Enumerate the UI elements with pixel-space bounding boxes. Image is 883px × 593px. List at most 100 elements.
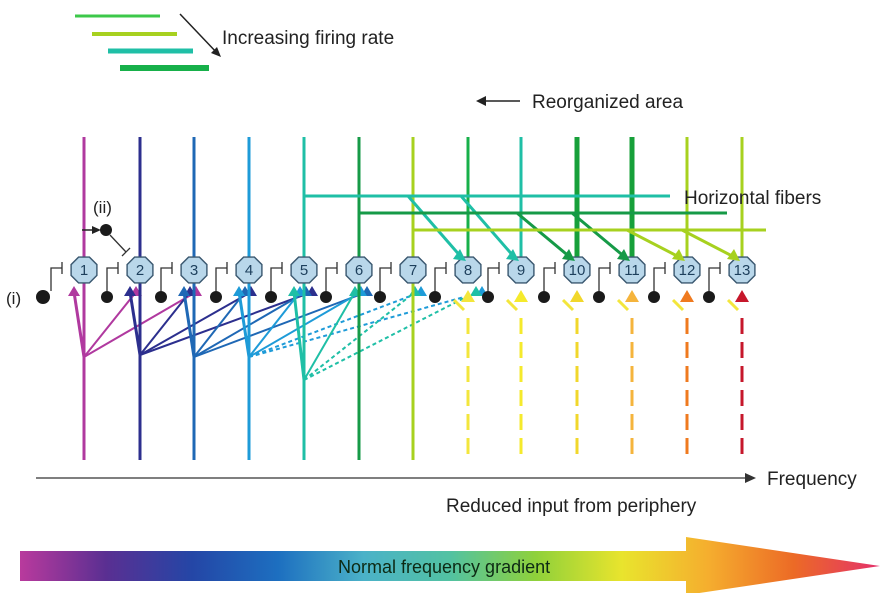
neuron-node <box>563 256 591 284</box>
frequency-axis-arrowhead-icon <box>745 473 756 483</box>
neuron-number: 11 <box>624 262 640 279</box>
input-arrowhead-icon <box>124 286 136 296</box>
input-arrowhead-icon <box>680 290 694 302</box>
branch-arrowhead-icon <box>727 249 740 261</box>
input-fiber <box>248 291 301 358</box>
inhibitory-synapse <box>434 262 447 291</box>
neuron-column: 13 <box>703 137 756 460</box>
neuron-node <box>618 256 646 284</box>
branch-arrowhead-icon <box>672 249 685 261</box>
marker-i-label: (i) <box>6 289 21 308</box>
neuron-number: 9 <box>517 262 525 279</box>
interneuron-dot <box>538 291 550 303</box>
neuron-number: 3 <box>190 262 198 279</box>
neuron-number: 6 <box>355 262 363 279</box>
neuron-node <box>399 256 427 284</box>
neuron-column: 1 <box>50 137 98 460</box>
input-arrowhead-icon <box>178 286 190 296</box>
branch-arrowhead-icon <box>562 249 575 261</box>
neuron-column: 9 <box>482 137 535 460</box>
input-fiber <box>292 291 306 381</box>
interneuron-dot <box>482 291 494 303</box>
frequency-label: Frequency <box>767 469 857 490</box>
interneuron-dot <box>593 291 605 303</box>
horizontal-branch <box>406 195 464 259</box>
inhibitory-synapse <box>325 262 338 291</box>
neuron-number: 5 <box>300 262 308 279</box>
neuron-node <box>290 256 318 284</box>
interneuron-dot <box>101 291 113 303</box>
inhibitory-synapse <box>379 262 392 291</box>
neuron-node <box>454 256 482 284</box>
reorganized-area-label: Reorganized area <box>532 92 683 113</box>
input-arrowhead-icon <box>68 286 80 296</box>
right-arrowhead-icon <box>92 226 101 234</box>
neuron-number: 4 <box>245 262 253 279</box>
horizontal-branch <box>681 228 737 260</box>
interneuron-dot <box>36 290 50 304</box>
input-arrowhead-icon <box>625 290 639 302</box>
input-fiber <box>237 291 251 358</box>
neuron-node <box>235 256 263 284</box>
neuron-number: 2 <box>136 262 144 279</box>
input-arrowhead-icon <box>514 290 528 302</box>
neuron-number: 10 <box>569 262 586 279</box>
input-arrowhead-icon <box>288 286 300 296</box>
interneuron-dot <box>265 291 277 303</box>
neuron-column: 10 <box>538 137 591 460</box>
input-fiber <box>671 298 685 312</box>
neuron-column: 3 <box>155 137 208 460</box>
inhibitory-synapse <box>270 262 283 291</box>
neuron-column: 6 <box>320 137 373 460</box>
neuron-number: 13 <box>734 262 751 279</box>
inhibitory-synapse <box>487 262 500 291</box>
input-fiber <box>72 291 86 358</box>
horizontal-branch <box>571 211 627 260</box>
input-fiber <box>303 291 356 381</box>
interneuron-dot <box>320 291 332 303</box>
gradient-arrow-shape <box>20 537 880 593</box>
neuron-columns: 1 2 3 4 5 6 7 8 9 10 11 12 13 <box>36 137 756 460</box>
interneuron-dot <box>155 291 167 303</box>
neuron-node <box>673 256 701 284</box>
gradient-label: Normal frequency gradient <box>338 557 550 577</box>
neuron-column: 8 <box>429 137 482 460</box>
firing-rate-arrow <box>179 13 219 55</box>
horizontal-branch <box>516 211 572 260</box>
firing-rate-legend: Increasing firing rate <box>75 13 394 71</box>
inhibitory-synapse-ii <box>82 224 131 257</box>
firing-rate-lines <box>75 14 209 71</box>
firing-rate-arrowhead-icon <box>211 47 221 57</box>
frequency-gradient-arrow: Normal frequency gradient <box>20 537 880 593</box>
interneuron-dot <box>374 291 386 303</box>
neuron-column: 4 <box>210 137 263 460</box>
reorganized-area-callout: Reorganized area <box>476 92 683 113</box>
input-arrowhead-icon <box>570 290 584 302</box>
input-fiber <box>193 291 368 358</box>
input-fiber <box>452 298 466 312</box>
inhibitory-synapse <box>50 262 63 291</box>
horizontal-fibers <box>304 194 766 261</box>
neuron-node <box>507 256 535 284</box>
neuron-number: 1 <box>80 262 88 279</box>
input-arrowhead-icon <box>461 290 475 302</box>
branch-arrowhead-icon <box>453 249 466 261</box>
input-fiber <box>303 291 477 381</box>
neuron-column: 12 <box>648 137 701 460</box>
inhibitory-synapse <box>160 262 173 291</box>
marker-ii-label: (ii) <box>93 198 112 217</box>
input-fiber <box>505 298 519 312</box>
input-fiber <box>182 291 196 358</box>
frequency-axis: Frequency <box>36 469 857 490</box>
branch-arrowhead-icon <box>506 249 519 261</box>
neuron-column: 11 <box>593 137 646 460</box>
inhibitory-synapse <box>215 262 228 291</box>
neuron-number: 7 <box>409 262 417 279</box>
input-arrowhead-icon <box>735 290 749 302</box>
inhibitory-synapse <box>598 262 611 291</box>
neuron-node <box>70 256 98 284</box>
branch-arrowhead-icon <box>617 249 630 261</box>
input-fiber <box>561 298 575 312</box>
neuron-node <box>345 256 373 284</box>
